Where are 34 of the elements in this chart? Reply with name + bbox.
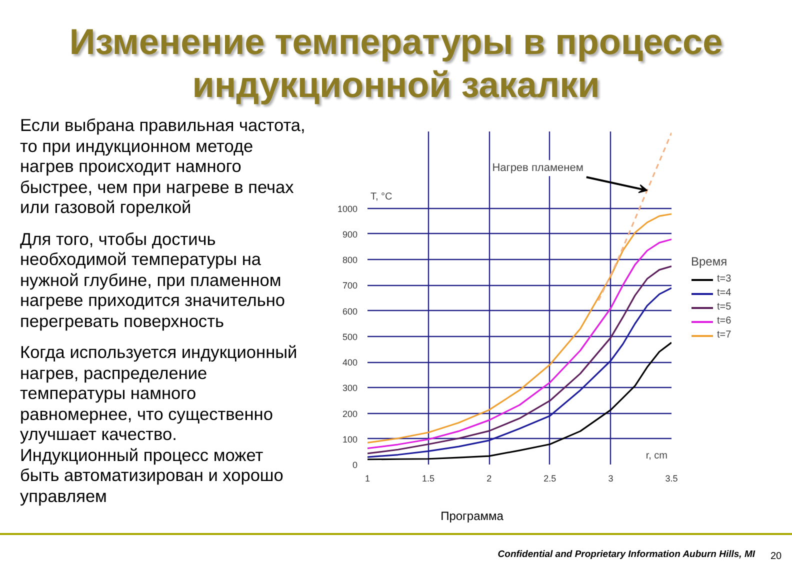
y-tick-label: 1000 — [337, 204, 358, 214]
x-tick-label: 1 — [364, 474, 370, 484]
y-tick-label: 600 — [342, 306, 358, 316]
y-tick-label: 400 — [342, 358, 358, 368]
chart-title: Изменение температуры в процессе индукционной закалки — [68, 20, 724, 107]
y-axis-title: T, °C — [370, 191, 392, 202]
y-tick-label: 500 — [342, 332, 358, 342]
text: Программа — [440, 508, 504, 525]
legend-title: Время — [691, 254, 728, 268]
text: Когда используется индукционный нагрев, распределение температуры намного равномернее, что существенно улучшает качество. Индукционный процесс может быть автоматизирован и хорошо управляем — [20, 342, 298, 506]
x-tick-label: 2 — [486, 474, 492, 484]
legend-label: t=6 — [717, 316, 732, 326]
text: Confidential and Proprietary Information Auburn Hills, MI — [496, 548, 755, 562]
line-series — [368, 342, 672, 460]
x-axis-title: r, cm — [646, 450, 668, 462]
annotation: Нагрев пламенем — [492, 162, 584, 174]
legend-label: t=3 — [717, 274, 732, 284]
text: Для того, чтобы достичь необходимой температуры на нужной глубине, при пламенном нагреве приходится значительно перегревать поверхность — [20, 228, 286, 331]
y-tick-label: 200 — [342, 408, 358, 419]
x-tick-label: 2.5 — [544, 474, 556, 484]
text: 20 — [769, 550, 783, 564]
y-tick-label: 800 — [342, 255, 358, 266]
x-tick-label: 1.5 — [422, 474, 435, 484]
text: Если выбрана правильная частота, то при индукционном методе нагрев происходит намного быстрее, чем при нагреве в печах или газовой горелкой — [20, 115, 306, 218]
legend-label: t=7 — [717, 330, 732, 340]
y-tick-label: 900 — [342, 229, 358, 240]
y-tick-label: 700 — [342, 280, 358, 291]
x-tick-label: 3 — [608, 474, 614, 484]
x-tick-label: 3.5 — [665, 474, 678, 484]
y-tick-label: 100 — [342, 434, 358, 444]
y-tick-label: 300 — [342, 383, 358, 394]
legend-label: t=5 — [717, 302, 732, 312]
y-tick-label: 0 — [352, 460, 358, 470]
legend-label: t=4 — [717, 288, 732, 298]
